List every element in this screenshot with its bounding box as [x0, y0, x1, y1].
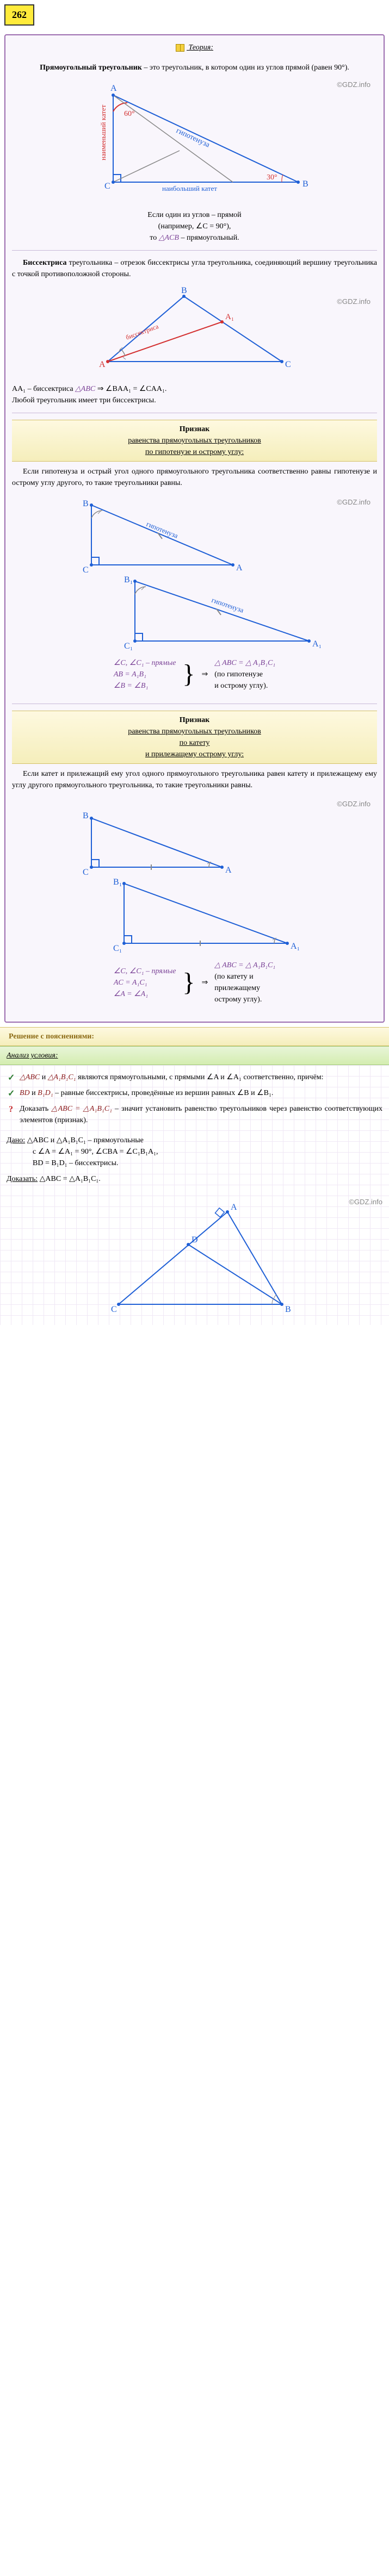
svg-text:A: A [110, 84, 117, 93]
analysis-header: Анализ условия: [0, 1046, 389, 1065]
given-block: Дано: △ABC и △A₁B₁C₁ – прямоугольные с ∠… [0, 1133, 389, 1171]
bisector-formula: AA₁ – биссектриса △ABC ⇒ ∠BAA₁ = ∠CAA₁. [12, 383, 377, 395]
svg-text:C: C [285, 360, 291, 369]
criterion2-math: ∠C, ∠C₁ – прямые AC = A₁C₁ ∠A = ∠A₁ } ⇒ … [12, 960, 377, 1005]
svg-text:B: B [83, 811, 89, 820]
note-line2: (например, ∠C = 90°), [12, 221, 377, 232]
theory-right-triangle: Прямоугольный треугольник – это треуголь… [12, 58, 377, 248]
theory-criterion-1: Признак равенства прямоугольных треуголь… [12, 415, 377, 701]
problem-number-badge: 262 [4, 4, 34, 26]
analysis-item-2: BD и B₁D₁ – равные биссектрисы, проведён… [7, 1085, 382, 1101]
svg-text:гипотенуза: гипотенуза [211, 596, 245, 614]
criterion1-figure: B C A гипотенуза B₁ C₁ A₁ гипотенуза [59, 494, 331, 652]
right-triangle-figure: A B C 60° 30° гипотенуза наименьший кате… [81, 79, 309, 204]
svg-text:C: C [83, 868, 89, 877]
svg-text:30°: 30° [267, 173, 277, 182]
prove-block: Доказать: △ABC = △A₁B₁C₁. [0, 1171, 389, 1191]
analysis-item-1: △ABC и △A₁B₁C₁ являются прямоугольными, … [7, 1069, 382, 1085]
svg-text:C: C [111, 1305, 117, 1314]
theory-criterion-2: Признак равенства прямоугольных треуголь… [12, 706, 377, 1015]
svg-text:A₁: A₁ [312, 639, 322, 649]
criterion2-header: Признак равенства прямоугольных треуголь… [12, 711, 377, 764]
svg-text:биссектриса: биссектриса [125, 322, 160, 341]
bisector-figure: A B C A₁ биссектриса [86, 285, 304, 378]
note-line3: то △ACB – прямоугольный. [12, 232, 377, 244]
svg-text:A: A [225, 866, 232, 875]
solution-figure: C A B D [81, 1201, 309, 1315]
watermark: ©GDZ.info [337, 79, 371, 90]
svg-text:гипотенуза: гипотенуза [175, 127, 211, 150]
svg-text:B: B [181, 286, 187, 295]
analysis-body: △ABC и △A₁B₁C₁ являются прямоугольными, … [0, 1065, 389, 1325]
svg-text:наименьший катет: наименьший катет [99, 104, 107, 160]
svg-text:C₁: C₁ [124, 642, 133, 651]
svg-text:A: A [99, 360, 106, 369]
svg-text:C: C [104, 182, 110, 191]
watermark: ©GDZ.info [337, 799, 371, 810]
svg-text:B: B [302, 179, 308, 189]
solution-header: Решение с пояснениями: [0, 1027, 389, 1046]
svg-text:60°: 60° [124, 110, 135, 118]
theory-header: Теория: [12, 42, 377, 53]
svg-text:A: A [231, 1203, 237, 1212]
svg-text:наибольший катет: наибольший катет [162, 184, 217, 192]
svg-text:D: D [192, 1235, 198, 1245]
watermark: ©GDZ.info [337, 296, 371, 307]
analysis-item-3: Доказать △ABC = △A₁B₁C₁ – значит установ… [7, 1101, 382, 1128]
bisector-note: Любой треугольник имеет три биссектрисы. [12, 395, 377, 406]
svg-text:B: B [285, 1305, 291, 1314]
theory-box: Теория: Прямоугольный треугольник – это … [4, 34, 385, 1023]
bisector-def: Биссектриса треугольника – отрезок биссе… [12, 257, 377, 280]
svg-text:B: B [83, 499, 89, 508]
svg-text:C₁: C₁ [113, 944, 122, 953]
theory-bisector: Биссектриса треугольника – отрезок биссе… [12, 253, 377, 410]
svg-text:C: C [83, 565, 89, 575]
criterion1-text: Если гипотенуза и острый угол одного пря… [12, 466, 377, 489]
criterion2-text: Если катет и прилежащий ему угол одного … [12, 768, 377, 791]
criterion1-header: Признак равенства прямоугольных треуголь… [12, 420, 377, 462]
criterion1-math: ∠C, ∠C₁ – прямые AB = A₁B₁ ∠B = ∠B₁ } ⇒ … [12, 657, 377, 692]
criterion2-figure: B C A B₁ C₁ A₁ [59, 797, 331, 954]
note-line1: Если один из углов – прямой [12, 209, 377, 221]
svg-text:B₁: B₁ [124, 575, 133, 584]
svg-text:A₁: A₁ [291, 942, 300, 951]
svg-text:A: A [236, 563, 243, 573]
def-text: Прямоугольный треугольник – это треуголь… [12, 62, 377, 73]
book-icon [176, 44, 184, 52]
svg-text:A₁: A₁ [225, 313, 234, 321]
theory-label: Теория: [189, 43, 213, 52]
watermark: ©GDZ.info [337, 497, 371, 508]
watermark: ©GDZ.info [349, 1197, 382, 1208]
svg-text:B₁: B₁ [113, 878, 122, 887]
